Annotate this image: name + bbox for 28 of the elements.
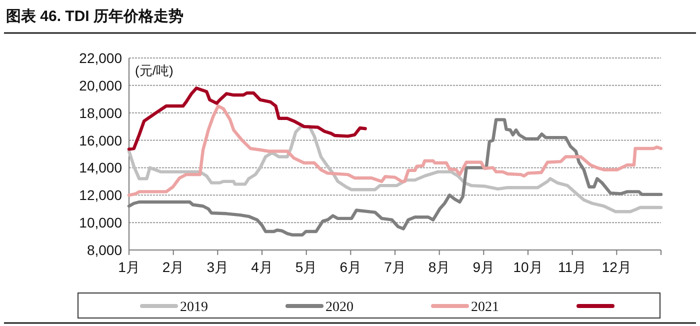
x-tick-label: 10月 <box>513 259 543 275</box>
y-tick-label: 18,000 <box>79 104 122 121</box>
x-tick-label: 9月 <box>472 259 495 275</box>
y-tick-label: 22,000 <box>79 50 122 66</box>
y-tick-label: 16,000 <box>79 132 122 148</box>
legend-label: 2020 <box>326 300 354 315</box>
x-tick-label: 12月 <box>602 259 632 275</box>
x-tick-label: 4月 <box>251 259 273 275</box>
x-tick-label: 5月 <box>295 259 318 275</box>
x-tick-label: 11月 <box>558 259 587 275</box>
x-tick-label: 8月 <box>428 259 450 275</box>
y-tick-label: 12,000 <box>79 187 122 204</box>
y-tick-label: 8,000 <box>86 242 122 258</box>
line-series <box>127 104 663 197</box>
y-tick-label: 14,000 <box>79 160 122 176</box>
y-tick-label: 10,000 <box>79 214 122 231</box>
x-tick-label: 6月 <box>340 259 362 275</box>
line-series <box>127 86 367 151</box>
y-tick-label: 20,000 <box>79 77 122 94</box>
chart-title: 图表 46. TDI 历年价格走势 <box>6 8 184 25</box>
x-tick-label: 3月 <box>206 259 229 275</box>
y-axis-title: (元/吨) <box>135 63 174 78</box>
legend-label: 2021 <box>471 300 499 315</box>
line-series <box>127 124 663 214</box>
x-tick-label: 1月 <box>118 259 140 275</box>
x-tick-label: 2月 <box>162 259 184 275</box>
x-tick-label: 7月 <box>384 259 406 275</box>
legend-label: 2019 <box>180 300 208 315</box>
